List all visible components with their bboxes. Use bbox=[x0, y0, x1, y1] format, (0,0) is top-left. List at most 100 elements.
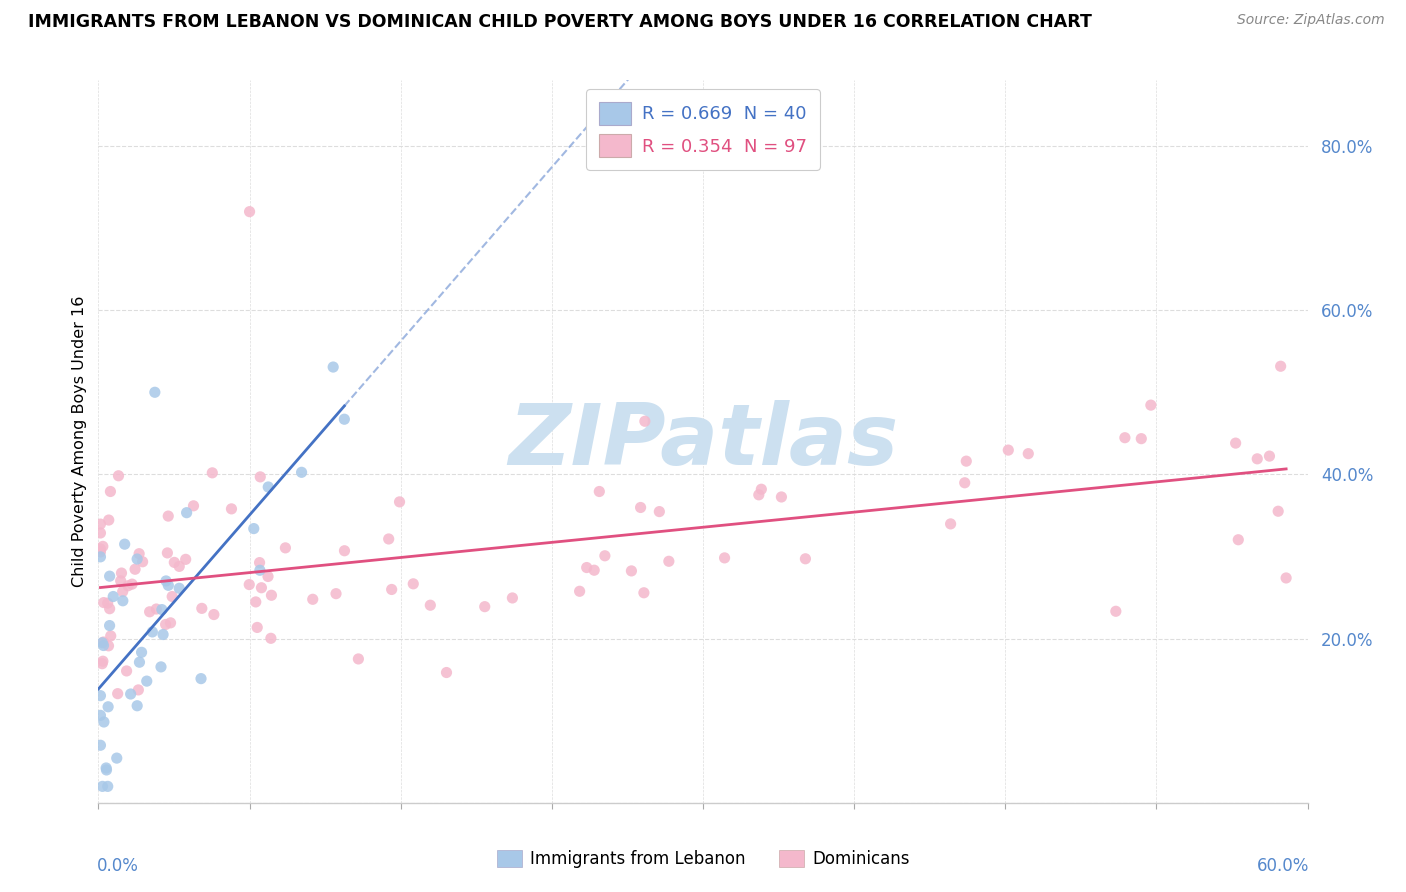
Point bbox=[955, 454, 977, 468]
Point bbox=[131, 645, 153, 659]
Point bbox=[94, 761, 117, 775]
Point bbox=[593, 549, 616, 563]
Point bbox=[191, 601, 214, 615]
Point bbox=[274, 541, 297, 555]
Point bbox=[748, 488, 770, 502]
Point bbox=[333, 412, 356, 426]
Point bbox=[89, 545, 111, 559]
Point bbox=[100, 484, 122, 499]
Text: IMMIGRANTS FROM LEBANON VS DOMINICAN CHILD POVERTY AMONG BOYS UNDER 16 CORRELATI: IMMIGRANTS FROM LEBANON VS DOMINICAN CHI… bbox=[28, 13, 1092, 31]
Point bbox=[107, 468, 129, 483]
Point bbox=[333, 543, 356, 558]
Point bbox=[124, 562, 146, 576]
Point bbox=[120, 687, 142, 701]
Point bbox=[1258, 449, 1281, 463]
Point bbox=[260, 632, 283, 646]
Point bbox=[152, 627, 174, 641]
Point bbox=[250, 581, 273, 595]
Point bbox=[620, 564, 643, 578]
Point bbox=[257, 480, 280, 494]
Point bbox=[167, 582, 190, 596]
Point bbox=[183, 499, 205, 513]
Point bbox=[150, 660, 173, 674]
Point bbox=[114, 537, 136, 551]
Point bbox=[96, 763, 118, 777]
Point bbox=[257, 569, 280, 583]
Point bbox=[249, 470, 271, 484]
Point bbox=[501, 591, 523, 605]
Point bbox=[658, 554, 681, 568]
Point bbox=[155, 574, 177, 588]
Text: ZIPatlas: ZIPatlas bbox=[508, 400, 898, 483]
Point bbox=[128, 655, 150, 669]
Point bbox=[157, 578, 180, 592]
Point bbox=[1114, 431, 1136, 445]
Point bbox=[377, 532, 399, 546]
Point bbox=[190, 672, 212, 686]
Point bbox=[141, 624, 163, 639]
Point bbox=[245, 595, 267, 609]
Point bbox=[1140, 398, 1163, 412]
Point bbox=[202, 607, 225, 622]
Point bbox=[648, 505, 671, 519]
Point bbox=[939, 516, 962, 531]
Point bbox=[174, 552, 197, 566]
Point bbox=[176, 506, 198, 520]
Point bbox=[89, 689, 111, 703]
Point bbox=[1225, 436, 1247, 450]
Point bbox=[1130, 432, 1153, 446]
Point bbox=[91, 540, 114, 554]
Point bbox=[322, 359, 344, 374]
Point bbox=[127, 682, 149, 697]
Point bbox=[474, 599, 496, 614]
Point bbox=[93, 714, 115, 729]
Point bbox=[388, 495, 411, 509]
Point bbox=[145, 602, 167, 616]
Point bbox=[1270, 359, 1292, 374]
Point bbox=[89, 549, 111, 564]
Legend: R = 0.669  N = 40, R = 0.354  N = 97: R = 0.669 N = 40, R = 0.354 N = 97 bbox=[586, 89, 820, 170]
Text: 0.0%: 0.0% bbox=[97, 857, 139, 875]
Point bbox=[249, 556, 271, 570]
Point bbox=[249, 563, 271, 577]
Point bbox=[89, 708, 111, 723]
Point bbox=[402, 577, 425, 591]
Point bbox=[105, 751, 128, 765]
Point bbox=[115, 664, 138, 678]
Point bbox=[111, 594, 134, 608]
Point bbox=[91, 636, 114, 650]
Point bbox=[436, 665, 458, 680]
Point bbox=[111, 584, 134, 599]
Legend: Immigrants from Lebanon, Dominicans: Immigrants from Lebanon, Dominicans bbox=[489, 843, 917, 875]
Point bbox=[1105, 604, 1128, 618]
Point bbox=[347, 652, 370, 666]
Point bbox=[91, 780, 114, 794]
Point bbox=[155, 617, 177, 632]
Point bbox=[128, 547, 150, 561]
Point bbox=[157, 509, 180, 524]
Point bbox=[93, 596, 115, 610]
Point bbox=[997, 443, 1019, 458]
Point bbox=[381, 582, 404, 597]
Point bbox=[1275, 571, 1298, 585]
Point bbox=[110, 574, 132, 588]
Point bbox=[583, 563, 606, 577]
Point bbox=[138, 605, 160, 619]
Point bbox=[575, 560, 598, 574]
Point bbox=[93, 635, 115, 649]
Point bbox=[1227, 533, 1250, 547]
Point bbox=[143, 385, 166, 400]
Point bbox=[301, 592, 323, 607]
Point bbox=[97, 513, 120, 527]
Point bbox=[98, 601, 121, 615]
Y-axis label: Child Poverty Among Boys Under 16: Child Poverty Among Boys Under 16 bbox=[72, 296, 87, 587]
Point bbox=[89, 517, 111, 532]
Point bbox=[110, 566, 132, 580]
Point bbox=[91, 654, 114, 668]
Point bbox=[127, 552, 149, 566]
Point bbox=[713, 550, 735, 565]
Point bbox=[163, 555, 186, 569]
Point bbox=[238, 577, 260, 591]
Text: Source: ZipAtlas.com: Source: ZipAtlas.com bbox=[1237, 13, 1385, 28]
Point bbox=[93, 639, 115, 653]
